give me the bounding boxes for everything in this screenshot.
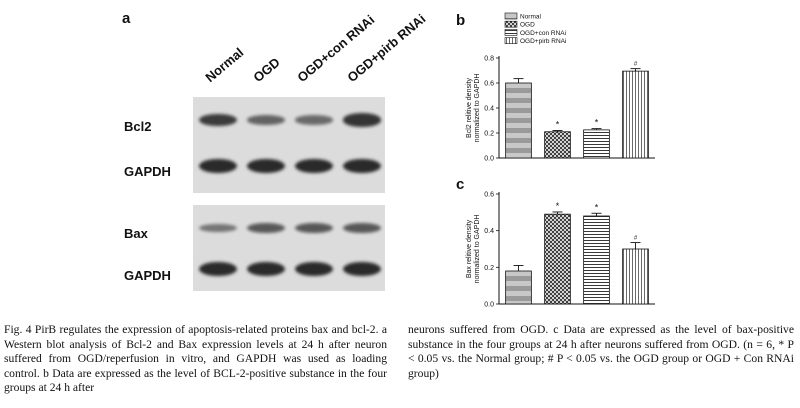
cb-legend-swatch-1 <box>504 12 518 20</box>
cb-ylabel-line-1: Bcl2 relitive density <box>466 78 473 138</box>
cb-legend-label-3: OGD+con RNAi <box>520 30 566 37</box>
cc-annotation-4: # <box>634 236 638 242</box>
cc-ytick-label-0: 0.0 <box>484 302 494 309</box>
lane-label-normal: Normal <box>202 44 247 85</box>
western-blot-upper <box>193 97 385 193</box>
caption-left: Fig. 4 PirB regulates the expression of … <box>4 323 387 396</box>
caption-right-text: neurons suffered from OGD. c Data are ex… <box>408 323 794 380</box>
cb-annotation-2: * <box>556 120 560 130</box>
band-gapdh-2-2 <box>247 262 285 276</box>
panel-c-letter: c <box>456 176 465 193</box>
cc-ytick-label-2: 0.4 <box>484 228 494 235</box>
panel-b-letter: b <box>456 12 466 29</box>
cb-ylabel-line-2: normalized to GAPDH <box>474 74 481 143</box>
cc-bar-4 <box>622 248 649 305</box>
band-gapdh-2-3 <box>295 262 333 276</box>
cb-bar-2 <box>544 131 571 159</box>
row-label-gapdh-2: GAPDH <box>124 268 171 283</box>
band-bax-1 <box>199 223 237 233</box>
caption-right: neurons suffered from OGD. c Data are ex… <box>408 323 794 381</box>
cb-legend-swatch-2 <box>504 20 518 28</box>
cb-annotation-4: # <box>634 62 638 68</box>
cc-annotation-3: * <box>595 202 599 212</box>
cc-ytick-label-1: 0.2 <box>484 265 494 272</box>
cb-bar-1 <box>505 82 532 159</box>
row-label-gapdh-1: GAPDH <box>124 164 171 179</box>
row-label-bax: Bax <box>124 226 148 241</box>
cc-annotation-2: * <box>556 201 560 211</box>
lane-label-ogd: OGD <box>250 54 283 85</box>
cb-ylabel: Bcl2 relitive density normalized to GAPDH <box>466 74 481 143</box>
band-bax-4 <box>343 222 381 234</box>
band-gapdh-1-4 <box>343 159 381 173</box>
cb-ytick-label-3: 0.6 <box>484 81 494 88</box>
cc-ylabel-line-1: Bax relitive density <box>466 219 473 278</box>
cc-ylabel: Bax relitive density normalized to GAPDH <box>466 215 481 284</box>
caption-left-text: Fig. 4 PirB regulates the expression of … <box>4 323 387 395</box>
cb-bar-4 <box>622 70 649 159</box>
cc-ylabel-line-2: normalized to GAPDH <box>474 215 481 284</box>
cc-bar-3 <box>583 215 610 305</box>
band-gapdh-1-2 <box>247 159 285 173</box>
chart-b: 0.0 0.2 0.4 0.6 0.8 Bcl2 relitive density norm… <box>445 8 675 178</box>
cb-bar-3 <box>583 129 610 159</box>
cb-ytick-label-4: 0.8 <box>484 56 494 63</box>
band-bcl2-4 <box>343 113 381 127</box>
cb-legend-label-4: OGD+pirb RNAi <box>520 38 566 45</box>
cc-bar-1 <box>505 270 532 305</box>
panel-a-letter: a <box>122 10 131 27</box>
band-bcl2-2 <box>247 115 285 125</box>
band-gapdh-2-4 <box>343 262 381 276</box>
cb-legend-label-1: Normal <box>520 14 542 21</box>
cb-legend-label-2: OGD <box>520 22 535 29</box>
band-bax-2 <box>247 222 285 234</box>
cc-bar-2 <box>544 213 571 305</box>
cb-annotation-3: * <box>595 118 599 128</box>
cb-ytick-label-1: 0.2 <box>484 131 494 138</box>
cc-ytick-label-3: 0.6 <box>484 192 494 199</box>
row-label-bcl2: Bcl2 <box>124 119 152 134</box>
band-gapdh-1-1 <box>199 159 237 173</box>
chart-c-svg: 0.0 0.2 0.4 0.6 Bax relitive density normaliz… <box>466 192 655 309</box>
cb-ytick-label-0: 0.0 <box>484 156 494 163</box>
western-blot-lower <box>193 205 385 291</box>
cb-ytick-label-2: 0.4 <box>484 106 494 113</box>
band-gapdh-2-1 <box>199 262 237 276</box>
chart-c: 0.0 0.2 0.4 0.6 Bax relitive density normaliz… <box>445 176 675 316</box>
chart-b-svg: 0.0 0.2 0.4 0.6 0.8 Bcl2 relitive density norm… <box>466 12 655 163</box>
band-bcl2-1 <box>199 113 237 127</box>
cb-legend-swatch-4 <box>504 37 518 44</box>
band-bax-3 <box>295 222 333 234</box>
band-gapdh-1-3 <box>295 159 333 173</box>
cb-legend-swatch-3 <box>504 29 518 36</box>
band-bcl2-3 <box>295 115 333 125</box>
